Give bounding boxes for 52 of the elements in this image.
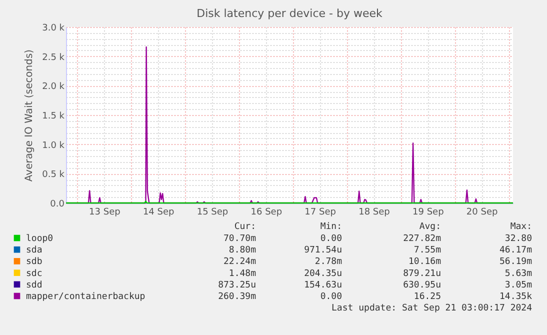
text: 873.25u: [218, 280, 256, 290]
y-tick-label: 0.0: [50, 200, 65, 210]
text: 0.00: [320, 292, 342, 302]
y-axis-title: Average IO Wait (seconds): [24, 49, 36, 182]
y-tick-label: 2.0 k: [42, 82, 66, 92]
text: 260.39m: [218, 292, 256, 302]
text: 56.19m: [499, 257, 532, 268]
text: Last update: Sat Sep 21 03:00:17 2024: [332, 304, 532, 314]
text: 10.16m: [408, 257, 441, 268]
text: 14.35k: [499, 292, 533, 302]
text: 32.80: [504, 234, 532, 244]
y-tick-label: 1.5 k: [42, 112, 66, 122]
text: 46.17m: [499, 246, 532, 256]
text: 7.55m: [414, 246, 441, 256]
text: 22.24m: [223, 257, 256, 268]
y-tick-label: 2.5 k: [42, 52, 66, 63]
text: 630.95u: [403, 280, 441, 290]
text: 971.54u: [304, 246, 342, 256]
x-tick-label: 19 Sep: [412, 208, 444, 218]
legend-label: sdd: [26, 280, 42, 290]
x-tick-label: 20 Sep: [466, 208, 498, 218]
y-tick-label: 1.0 k: [42, 140, 66, 151]
legend-label: mapper/containerbackup: [26, 292, 146, 302]
y-tick-label: 0.5 k: [42, 170, 66, 180]
x-tick-label: 14 Sep: [142, 208, 175, 218]
text: 8.80m: [228, 246, 256, 256]
y-tick-label: 3.0 k: [42, 24, 66, 34]
text: 2.78m: [314, 257, 342, 268]
legend-label: sda: [26, 246, 42, 256]
legend-label: sdb: [26, 257, 42, 268]
text: 1.48m: [228, 268, 256, 279]
text: 0.00: [320, 234, 342, 244]
text: 227.82m: [403, 234, 441, 244]
x-tick-label: 15 Sep: [196, 208, 228, 218]
x-tick-label: 17 Sep: [304, 208, 336, 218]
legend-label: loop0: [26, 234, 54, 244]
text: 70.70m: [223, 234, 256, 244]
chart-title: Disk latency per device - by week: [196, 7, 384, 20]
text: 16.25: [414, 292, 441, 302]
text: 5.63m: [504, 268, 532, 279]
text: Max:: [510, 222, 532, 232]
x-tick-label: 16 Sep: [250, 208, 282, 218]
legend-label: sdc: [26, 268, 42, 279]
text: 3.05m: [504, 280, 532, 290]
text: Avg:: [419, 222, 441, 232]
text: 879.21u: [403, 268, 441, 279]
text: Min:: [320, 222, 342, 232]
x-tick-label: 18 Sep: [358, 208, 390, 218]
text: 154.63u: [304, 280, 342, 290]
x-tick-label: 13 Sep: [89, 208, 121, 218]
text: Cur:: [234, 222, 256, 232]
text: 204.35u: [304, 268, 342, 279]
